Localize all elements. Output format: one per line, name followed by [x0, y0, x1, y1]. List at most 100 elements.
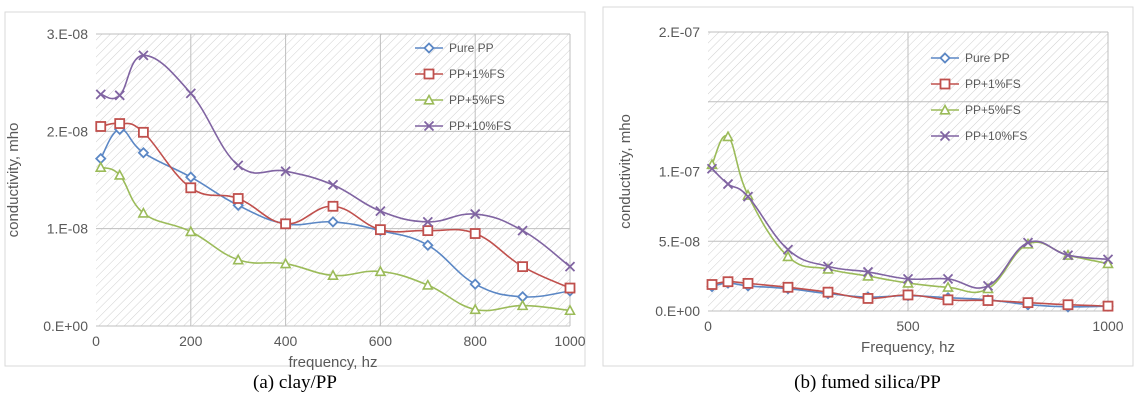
data-point — [782, 244, 794, 255]
data-point — [517, 225, 528, 236]
data-point — [138, 50, 149, 61]
data-point — [374, 265, 387, 277]
legend-marker — [423, 68, 435, 80]
y-tick-label: 1.E-07 — [659, 164, 700, 180]
data-point — [942, 281, 954, 292]
data-point — [185, 182, 197, 194]
y-tick-label: 2.E-08 — [47, 123, 88, 139]
legend-label: PP+5%FS — [449, 93, 505, 107]
data-point — [279, 257, 292, 269]
gridlines — [96, 33, 571, 326]
legend-label: PP+1%FS — [965, 77, 1021, 91]
series-pp-10-fs — [706, 163, 1114, 292]
legend-label: Pure PP — [449, 41, 494, 55]
data-point — [327, 269, 339, 281]
series-line — [100, 166, 571, 312]
chart-panel-fumed-silica-pp: 0.E+00 5.E-08 1.E-07 2.E-07 0 500 1000 Frequenc… — [598, 0, 1137, 403]
x-axis-title: Frequency, hz — [861, 339, 955, 356]
legend-marker — [939, 103, 951, 115]
data-point — [564, 261, 576, 272]
y-tick-label: 5.E-08 — [659, 233, 700, 249]
chart-panel-clay-pp: 0.E+00 1.E-08 2.E-08 3.E-08 0 200 400 600 800 100… — [4, 11, 586, 371]
y-tick-label: 0.E+00 — [43, 318, 88, 334]
x-tick-label: 1000 — [1092, 318, 1123, 334]
y-axis-title: conductivity, mho — [5, 123, 22, 238]
data-point — [469, 228, 481, 239]
data-point — [862, 293, 874, 304]
data-point — [1062, 250, 1074, 261]
series-pp-5-fs — [94, 161, 576, 316]
data-point — [137, 146, 150, 159]
data-point — [722, 178, 734, 190]
data-point — [862, 266, 874, 278]
data-point — [902, 276, 914, 288]
data-point — [137, 126, 149, 138]
data-point — [742, 191, 754, 202]
data-point — [564, 304, 576, 316]
data-point — [902, 289, 914, 301]
data-point — [470, 208, 481, 220]
x-tick-label: 800 — [464, 333, 488, 349]
legend: Pure PP PP+1%FS PP+5%FS PP+10%FS — [415, 41, 511, 133]
data-point — [185, 171, 197, 183]
data-point — [822, 261, 834, 272]
y-tick-label: 2.E-07 — [659, 24, 700, 40]
data-point — [782, 250, 794, 262]
legend-marker — [423, 42, 435, 54]
data-point — [422, 216, 433, 227]
data-point — [185, 88, 196, 99]
x-tick-label: 200 — [179, 333, 203, 349]
y-tick-label: 1.E-08 — [47, 221, 88, 237]
data-point — [422, 239, 434, 251]
x-tick-label: 400 — [274, 333, 298, 349]
series-pp-10-fs — [95, 50, 576, 272]
data-point — [517, 261, 528, 273]
x-tick-label: 600 — [369, 333, 393, 349]
data-point — [822, 286, 834, 298]
data-point — [706, 163, 718, 174]
x-tick-label: 0 — [704, 318, 712, 334]
data-point — [114, 118, 126, 129]
data-point — [232, 253, 245, 265]
data-point — [516, 299, 529, 311]
data-point — [280, 166, 291, 177]
x-tick-label: 1000 — [554, 333, 585, 349]
x-axis-title: frequency, hz — [289, 354, 378, 371]
data-point — [722, 130, 734, 142]
data-point — [422, 225, 434, 237]
data-point — [421, 278, 434, 290]
legend-label: PP+1%FS — [449, 67, 505, 81]
data-point — [114, 90, 125, 101]
data-point — [233, 160, 244, 171]
data-point — [1102, 300, 1114, 312]
data-point — [137, 206, 150, 218]
x-tick-label: 500 — [896, 318, 920, 334]
chart-clay-pp: 0.E+00 1.E-08 2.E-08 3.E-08 0 200 400 600 800 100… — [4, 11, 586, 371]
series-pp-1-fs — [706, 276, 1114, 312]
y-axis-title: conductivity, mho — [617, 114, 634, 229]
data-point — [1102, 257, 1114, 269]
data-point — [94, 161, 107, 172]
legend: Pure PP PP+1%FS PP+5%FS PP+10%FS — [931, 51, 1027, 143]
data-point — [982, 280, 994, 292]
legend-marker — [939, 130, 951, 142]
legend-label: PP+10%FS — [449, 119, 511, 133]
data-point — [902, 273, 914, 285]
data-point — [1062, 299, 1074, 311]
caption-clay-pp: (a) clay/PP — [253, 372, 337, 393]
data-point — [862, 269, 874, 281]
y-tick-label: 0.E+00 — [655, 303, 700, 319]
data-point — [232, 193, 244, 204]
legend-marker — [423, 93, 435, 105]
data-point — [742, 277, 754, 289]
data-point — [184, 225, 197, 237]
data-point — [722, 276, 734, 288]
data-point — [327, 200, 339, 212]
data-point — [327, 216, 339, 228]
data-point — [95, 89, 106, 100]
data-point — [1022, 237, 1034, 248]
data-point — [942, 294, 954, 306]
data-point — [469, 303, 482, 315]
data-point — [280, 218, 292, 230]
chart-fumed-silica-pp: 0.E+00 5.E-08 1.E-07 2.E-07 0 500 1000 Frequenc… — [602, 6, 1134, 367]
